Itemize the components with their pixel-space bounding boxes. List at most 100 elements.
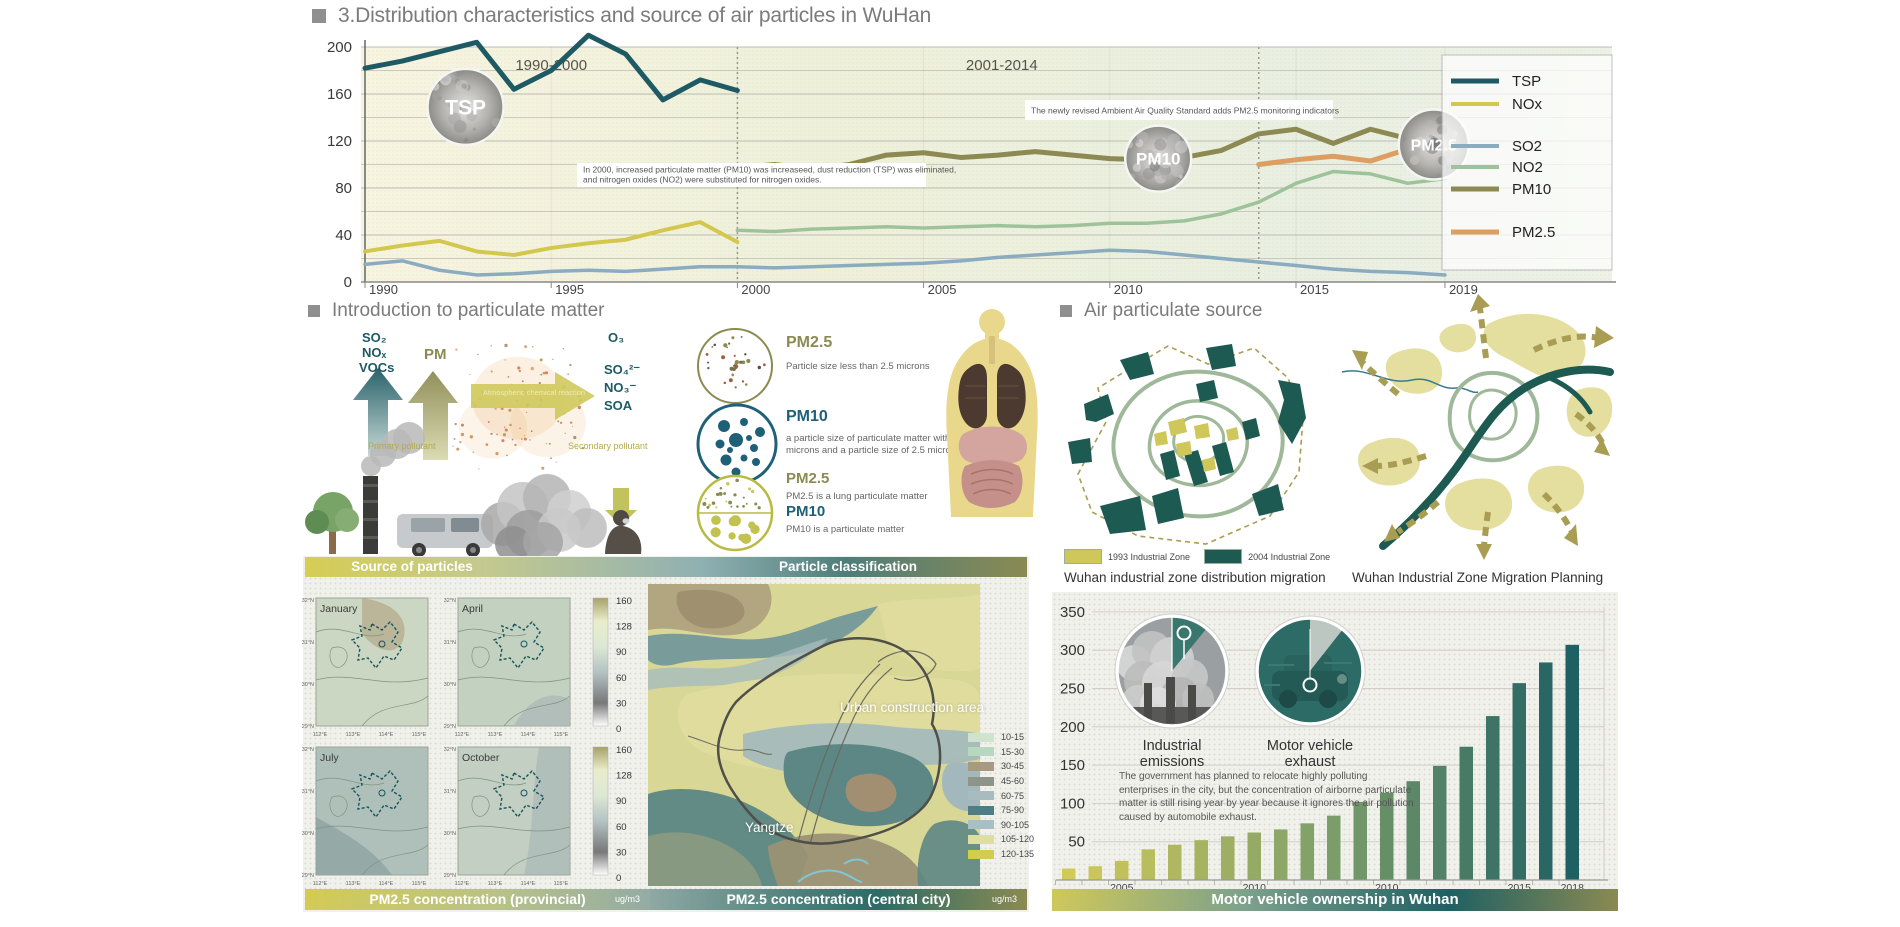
svg-text:32°N: 32°N — [302, 598, 314, 604]
svg-text:150: 150 — [1060, 757, 1085, 774]
page-title-row: 3.Distribution characteristics and sourc… — [312, 4, 931, 28]
primary-pollutant-label: Primary pollutant — [368, 441, 436, 451]
heat-legend-range: 60-75 — [1001, 790, 1025, 801]
legend-NOx: NOx — [1512, 96, 1543, 113]
particle3-desc: PM2.5 is a lung particulate matter — [786, 491, 928, 502]
legend-label: 2004 Industrial Zone — [1248, 551, 1331, 562]
legend-NO2: NO2 — [1512, 159, 1543, 176]
svg-text:128: 128 — [616, 622, 632, 633]
svg-text:29°N: 29°N — [444, 724, 456, 730]
migration-arrows — [1359, 307, 1607, 547]
intro-input-so2: SO₂ — [362, 330, 387, 345]
title-bullet-icon — [312, 9, 326, 23]
svg-text:120: 120 — [327, 133, 352, 150]
svg-text:30°N: 30°N — [302, 682, 314, 688]
heat-legend-range: 75-90 — [1001, 805, 1025, 816]
heat-legend-item: 30-45 — [968, 759, 1034, 774]
intro-output-no3: NO₃⁻ — [604, 380, 637, 395]
footer-central-bar: PM2.5 concentration (central city) ug/m3 — [650, 889, 1027, 910]
svg-text:50: 50 — [1068, 834, 1085, 851]
vehicle-note: The government has planned to relocate h… — [1119, 771, 1414, 823]
industrial-legend-item: 1993 Industrial Zone — [1064, 549, 1190, 564]
svg-text:112°E: 112°E — [313, 881, 328, 887]
heat-legend-range: 15-30 — [1001, 746, 1025, 757]
intro-input-nox: NOₓ — [362, 345, 387, 360]
svg-text:200: 200 — [1060, 719, 1085, 736]
svg-text:31°N: 31°N — [302, 789, 314, 795]
svg-text:October: October — [462, 752, 500, 764]
svg-text:2010: 2010 — [1114, 282, 1143, 297]
heat-legend-item: 120-135 — [968, 847, 1034, 862]
urban-area-label: Urban construction area — [840, 700, 985, 715]
svg-text:114°E: 114°E — [521, 881, 536, 887]
svg-text:350: 350 — [1060, 604, 1085, 621]
svg-text:In 2000, increased particulate: In 2000, increased particulate matter (P… — [583, 165, 956, 175]
trend-chart-svg: 0 40 80 120 160 200 1990 1995 2000 2005 2010 2015 20… — [327, 32, 1616, 297]
svg-text:32°N: 32°N — [444, 747, 456, 753]
heat-legend-item: 105-120 — [968, 832, 1034, 847]
heat-legend-item: 45-60 — [968, 774, 1034, 789]
footer-central-label: PM2.5 concentration (central city) — [726, 891, 951, 907]
heat-legend-range: 10-15 — [1001, 732, 1025, 743]
svg-text:60: 60 — [616, 822, 627, 833]
heat-legend-swatch — [968, 834, 994, 844]
svg-text:31°N: 31°N — [302, 640, 314, 646]
yangtze-label: Yangtze — [745, 820, 794, 835]
source-bullet-icon — [1060, 305, 1072, 317]
industrial-zone-map — [1068, 344, 1306, 545]
heat-legend-swatch — [968, 805, 994, 815]
svg-text:29°N: 29°N — [302, 724, 314, 730]
source-title: Air particulate source — [1084, 300, 1263, 321]
heat-legend-range: 45-60 — [1001, 776, 1025, 787]
map-month-0: January 32°N 31°N 30°N 29°N 112°E 113°E 114°E 11… — [302, 597, 429, 738]
legend-TSP: TSP — [1512, 73, 1541, 90]
svg-text:115°E: 115°E — [554, 881, 569, 887]
svg-text:114°E: 114°E — [379, 732, 394, 738]
svg-text:April: April — [462, 603, 483, 615]
heat-legend-item: 60-75 — [968, 788, 1034, 803]
heat-legend-swatch — [968, 761, 994, 771]
page-title: 3.Distribution characteristics and sourc… — [338, 4, 932, 27]
industrial-emissions-label: Industrial emissions — [1139, 738, 1205, 770]
footer-central-unit: ug/m3 — [991, 894, 1017, 904]
particle1-name: PM2.5 — [786, 334, 833, 351]
map-month-3: October 32°N 31°N 30°N 29°N 112°E 113°E 114°E 11… — [444, 746, 571, 887]
svg-text:2005: 2005 — [928, 282, 957, 297]
legend-swatch — [1064, 549, 1102, 564]
legend-label: 1993 Industrial Zone — [1108, 551, 1191, 562]
svg-text:128: 128 — [616, 771, 632, 782]
secondary-pollutant-label: Secondary pollutant — [568, 441, 648, 451]
svg-text:80: 80 — [335, 180, 352, 197]
svg-text:90: 90 — [616, 796, 627, 807]
intro-diagram-svg — [305, 343, 642, 562]
svg-text:The newly revised Ambient Air: The newly revised Ambient Air Quality St… — [1031, 106, 1339, 116]
particle2-name: PM10 — [786, 408, 828, 425]
svg-text:1995: 1995 — [555, 282, 584, 297]
legend-PM2.5: PM2.5 — [1512, 224, 1555, 241]
intro-title: Introduction to particulate matter — [332, 300, 605, 321]
legend-swatch — [1204, 549, 1243, 564]
header-source-of-particles: Source of particles — [351, 559, 473, 574]
svg-text:0: 0 — [616, 873, 621, 884]
colorbar-bottom: 160 128 90 60 30 0 — [592, 745, 632, 884]
intro-output-o3: O₃ — [608, 330, 625, 345]
svg-text:115°E: 115°E — [412, 732, 427, 738]
map-month-2: July 32°N 31°N 30°N 29°N 112°E 113°E 114°E 115°E — [302, 746, 429, 887]
svg-text:PM10: PM10 — [1136, 150, 1180, 169]
svg-text:90: 90 — [616, 647, 627, 658]
heat-legend-item: 10-15 — [968, 730, 1034, 745]
svg-text:31°N: 31°N — [444, 789, 456, 795]
footer-vehicle-bar: Motor vehicle ownership in Wuhan — [1052, 889, 1618, 911]
intro-output-soa: SOA — [604, 398, 633, 413]
heat-legend-swatch — [968, 776, 994, 786]
svg-text:113°E: 113°E — [488, 732, 503, 738]
industrial-emissions-circle — [1114, 613, 1230, 729]
svg-text:29°N: 29°N — [444, 873, 456, 879]
bottom-left-header-bar: Source of particles Particle classificat… — [305, 557, 1027, 577]
industrial-1993-patches — [1154, 418, 1239, 472]
heat-legend-range: 90-105 — [1001, 819, 1030, 830]
particle2-desc: a particle size of particulate matter wi… — [786, 433, 1005, 456]
footer-provincial-unit: ug/m3 — [614, 894, 640, 904]
intro-title-row: Introduction to particulate matter — [308, 300, 604, 322]
